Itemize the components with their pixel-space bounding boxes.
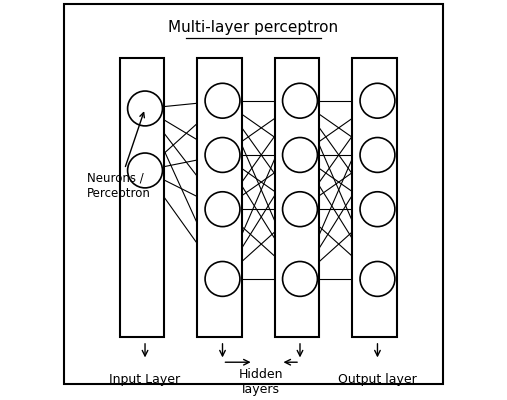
Circle shape (360, 138, 395, 172)
Circle shape (128, 153, 162, 188)
Circle shape (205, 192, 240, 227)
Bar (352, 58, 397, 337)
Circle shape (282, 138, 317, 172)
Circle shape (282, 192, 317, 227)
Text: Input Layer: Input Layer (110, 373, 180, 386)
Text: Hidden
layers: Hidden layers (239, 368, 283, 396)
Bar (120, 58, 164, 337)
Circle shape (360, 262, 395, 296)
Circle shape (205, 138, 240, 172)
Circle shape (128, 91, 162, 126)
Bar (197, 58, 242, 337)
Circle shape (282, 83, 317, 118)
Circle shape (282, 262, 317, 296)
Text: Multi-layer perceptron: Multi-layer perceptron (168, 20, 339, 35)
Circle shape (205, 83, 240, 118)
Text: Output layer: Output layer (338, 373, 417, 386)
Circle shape (360, 192, 395, 227)
Bar (275, 58, 319, 337)
Circle shape (360, 83, 395, 118)
Circle shape (205, 262, 240, 296)
Text: Neurons /
Perceptron: Neurons / Perceptron (87, 112, 151, 200)
